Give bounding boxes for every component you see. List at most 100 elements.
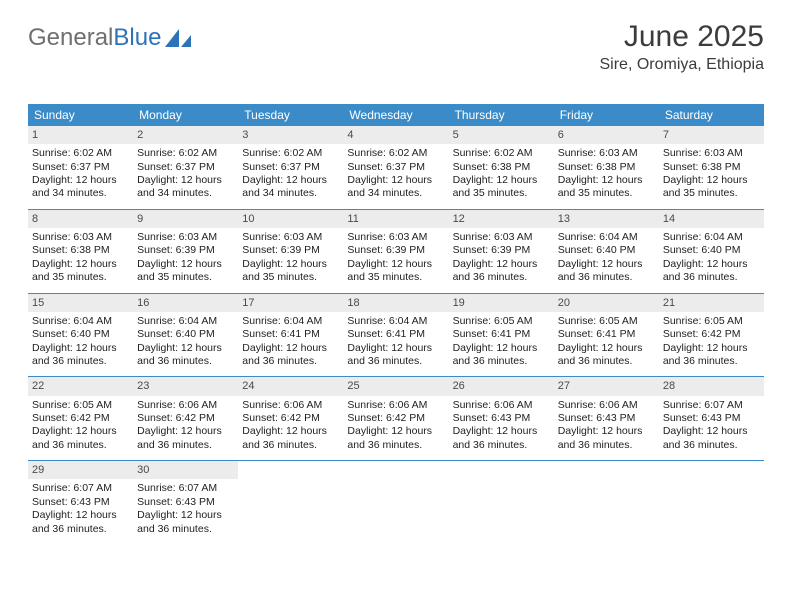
sunset-text: Sunset: 6:41 PM — [242, 328, 339, 341]
day-number: 30 — [133, 461, 238, 479]
daylight-text: and 35 minutes. — [663, 187, 760, 200]
week-row: 22Sunrise: 6:05 AMSunset: 6:42 PMDayligh… — [28, 377, 764, 461]
daylight-text: Daylight: 12 hours — [32, 425, 129, 438]
day-cell: 12Sunrise: 6:03 AMSunset: 6:39 PMDayligh… — [449, 210, 554, 293]
daylight-text: Daylight: 12 hours — [663, 258, 760, 271]
daylight-text: and 36 minutes. — [663, 271, 760, 284]
day-number: 4 — [343, 126, 448, 144]
day-number: 19 — [449, 294, 554, 312]
daylight-text: and 36 minutes. — [137, 355, 234, 368]
day-number: 21 — [659, 294, 764, 312]
day-number: 27 — [554, 377, 659, 395]
logo-text-2: Blue — [113, 24, 161, 52]
sunrise-text: Sunrise: 6:04 AM — [242, 315, 339, 328]
day-cell: 27Sunrise: 6:06 AMSunset: 6:43 PMDayligh… — [554, 377, 659, 460]
day-number: 20 — [554, 294, 659, 312]
sunset-text: Sunset: 6:41 PM — [347, 328, 444, 341]
daylight-text: Daylight: 12 hours — [663, 342, 760, 355]
day-cell: 5Sunrise: 6:02 AMSunset: 6:38 PMDaylight… — [449, 126, 554, 209]
daylight-text: Daylight: 12 hours — [347, 258, 444, 271]
sunrise-text: Sunrise: 6:02 AM — [453, 147, 550, 160]
sunrise-text: Sunrise: 6:03 AM — [347, 231, 444, 244]
sunset-text: Sunset: 6:41 PM — [558, 328, 655, 341]
sunrise-text: Sunrise: 6:05 AM — [453, 315, 550, 328]
daylight-text: Daylight: 12 hours — [347, 342, 444, 355]
daylight-text: Daylight: 12 hours — [347, 425, 444, 438]
sunset-text: Sunset: 6:40 PM — [137, 328, 234, 341]
sunrise-text: Sunrise: 6:07 AM — [32, 482, 129, 495]
daylight-text: and 36 minutes. — [32, 523, 129, 536]
day-number: 23 — [133, 377, 238, 395]
day-cell: 8Sunrise: 6:03 AMSunset: 6:38 PMDaylight… — [28, 210, 133, 293]
day-cell: 18Sunrise: 6:04 AMSunset: 6:41 PMDayligh… — [343, 294, 448, 377]
daylight-text: and 36 minutes. — [453, 355, 550, 368]
day-cell: 2Sunrise: 6:02 AMSunset: 6:37 PMDaylight… — [133, 126, 238, 209]
daylight-text: and 36 minutes. — [558, 439, 655, 452]
day-header: Friday — [554, 104, 659, 126]
daylight-text: Daylight: 12 hours — [558, 425, 655, 438]
day-header: Thursday — [449, 104, 554, 126]
daylight-text: Daylight: 12 hours — [137, 258, 234, 271]
sunrise-text: Sunrise: 6:03 AM — [663, 147, 760, 160]
day-number: 16 — [133, 294, 238, 312]
day-cell: 24Sunrise: 6:06 AMSunset: 6:42 PMDayligh… — [238, 377, 343, 460]
daylight-text: Daylight: 12 hours — [558, 174, 655, 187]
day-number: 11 — [343, 210, 448, 228]
day-number: 28 — [659, 377, 764, 395]
daylight-text: Daylight: 12 hours — [32, 258, 129, 271]
sunrise-text: Sunrise: 6:03 AM — [137, 231, 234, 244]
daylight-text: Daylight: 12 hours — [347, 174, 444, 187]
week-row: 8Sunrise: 6:03 AMSunset: 6:38 PMDaylight… — [28, 210, 764, 294]
daylight-text: Daylight: 12 hours — [242, 258, 339, 271]
logo-text-1: General — [28, 24, 113, 52]
daylight-text: and 35 minutes. — [242, 271, 339, 284]
day-header-row: Sunday Monday Tuesday Wednesday Thursday… — [28, 104, 764, 126]
sunset-text: Sunset: 6:38 PM — [663, 161, 760, 174]
day-number: 10 — [238, 210, 343, 228]
daylight-text: Daylight: 12 hours — [242, 342, 339, 355]
sunrise-text: Sunrise: 6:06 AM — [137, 399, 234, 412]
day-cell: 6Sunrise: 6:03 AMSunset: 6:38 PMDaylight… — [554, 126, 659, 209]
sunrise-text: Sunrise: 6:04 AM — [137, 315, 234, 328]
daylight-text: Daylight: 12 hours — [663, 174, 760, 187]
daylight-text: Daylight: 12 hours — [663, 425, 760, 438]
daylight-text: and 36 minutes. — [32, 355, 129, 368]
calendar: Sunday Monday Tuesday Wednesday Thursday… — [28, 104, 764, 544]
day-header: Wednesday — [343, 104, 448, 126]
sunrise-text: Sunrise: 6:05 AM — [558, 315, 655, 328]
sunset-text: Sunset: 6:37 PM — [137, 161, 234, 174]
sunrise-text: Sunrise: 6:02 AM — [242, 147, 339, 160]
page-title: June 2025 — [599, 20, 764, 54]
day-number: 5 — [449, 126, 554, 144]
daylight-text: Daylight: 12 hours — [32, 342, 129, 355]
sunset-text: Sunset: 6:42 PM — [242, 412, 339, 425]
day-number: 14 — [659, 210, 764, 228]
day-number: 6 — [554, 126, 659, 144]
daylight-text: and 34 minutes. — [137, 187, 234, 200]
day-number: 3 — [238, 126, 343, 144]
day-number: 18 — [343, 294, 448, 312]
day-cell: 23Sunrise: 6:06 AMSunset: 6:42 PMDayligh… — [133, 377, 238, 460]
daylight-text: and 34 minutes. — [242, 187, 339, 200]
sunset-text: Sunset: 6:39 PM — [137, 244, 234, 257]
daylight-text: Daylight: 12 hours — [558, 342, 655, 355]
daylight-text: Daylight: 12 hours — [453, 174, 550, 187]
day-cell: 20 Sunrise: 6:05 AMSunset: 6:41 PMDayligh… — [554, 294, 659, 377]
daylight-text: and 36 minutes. — [453, 439, 550, 452]
day-cell: 13Sunrise: 6:04 AMSunset: 6:40 PMDayligh… — [554, 210, 659, 293]
day-cell: 29Sunrise: 6:07 AMSunset: 6:43 PMDayligh… — [28, 461, 133, 544]
location-subtitle: Sire, Oromiya, Ethiopia — [599, 56, 764, 74]
day-cell: 30Sunrise: 6:07 AMSunset: 6:43 PMDayligh… — [133, 461, 238, 544]
day-number: 1 — [28, 126, 133, 144]
day-number: 13 — [554, 210, 659, 228]
day-cell: 22Sunrise: 6:05 AMSunset: 6:42 PMDayligh… — [28, 377, 133, 460]
day-cell: 4Sunrise: 6:02 AMSunset: 6:37 PMDaylight… — [343, 126, 448, 209]
sunrise-text: Sunrise: 6:05 AM — [32, 399, 129, 412]
sunset-text: Sunset: 6:42 PM — [663, 328, 760, 341]
sunrise-text: Sunrise: 6:07 AM — [663, 399, 760, 412]
day-cell: 9Sunrise: 6:03 AMSunset: 6:39 PMDaylight… — [133, 210, 238, 293]
sunset-text: Sunset: 6:38 PM — [32, 244, 129, 257]
sunrise-text: Sunrise: 6:06 AM — [347, 399, 444, 412]
sunset-text: Sunset: 6:43 PM — [663, 412, 760, 425]
sunset-text: Sunset: 6:41 PM — [453, 328, 550, 341]
